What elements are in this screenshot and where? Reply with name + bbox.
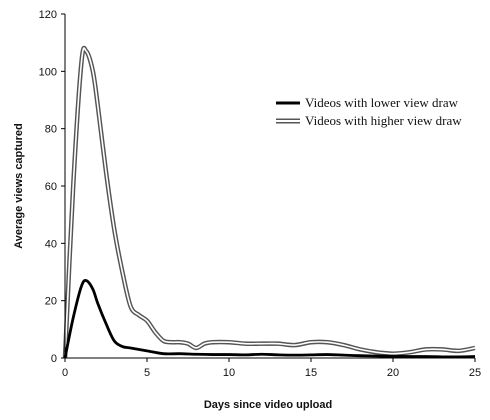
y-tick-label: 80	[45, 124, 57, 136]
axes	[64, 14, 475, 359]
x-tick-label: 5	[144, 367, 150, 379]
y-tick-label: 40	[45, 238, 57, 250]
y-tick-label: 20	[45, 296, 57, 308]
y-tick-label: 100	[39, 66, 57, 78]
plot-area	[62, 45, 476, 359]
legend-label-lower: Videos with lower view draw	[305, 95, 459, 110]
y-tick-label: 120	[39, 9, 57, 21]
x-tick-label: 10	[223, 367, 235, 379]
x-tick-label: 25	[469, 367, 481, 379]
x-tick-label: 20	[387, 367, 399, 379]
series-line-higher-view-draw	[64, 47, 476, 359]
y-axis-title: Average views captured	[13, 123, 25, 249]
y-tick-label: 60	[45, 181, 57, 193]
axis-ticks: 0 20 40 60 80 100 120 0 5 10 15 20 25	[39, 9, 481, 379]
x-tick-label: 15	[305, 367, 317, 379]
x-axis-title: Days since video upload	[204, 399, 332, 411]
series-line-lower-view-draw	[63, 279, 476, 359]
x-tick-label: 0	[62, 367, 68, 379]
legend: Videos with lower view draw Videos with …	[276, 95, 462, 128]
legend-label-higher: Videos with higher view draw	[305, 113, 462, 128]
y-tick-label: 0	[51, 353, 57, 365]
